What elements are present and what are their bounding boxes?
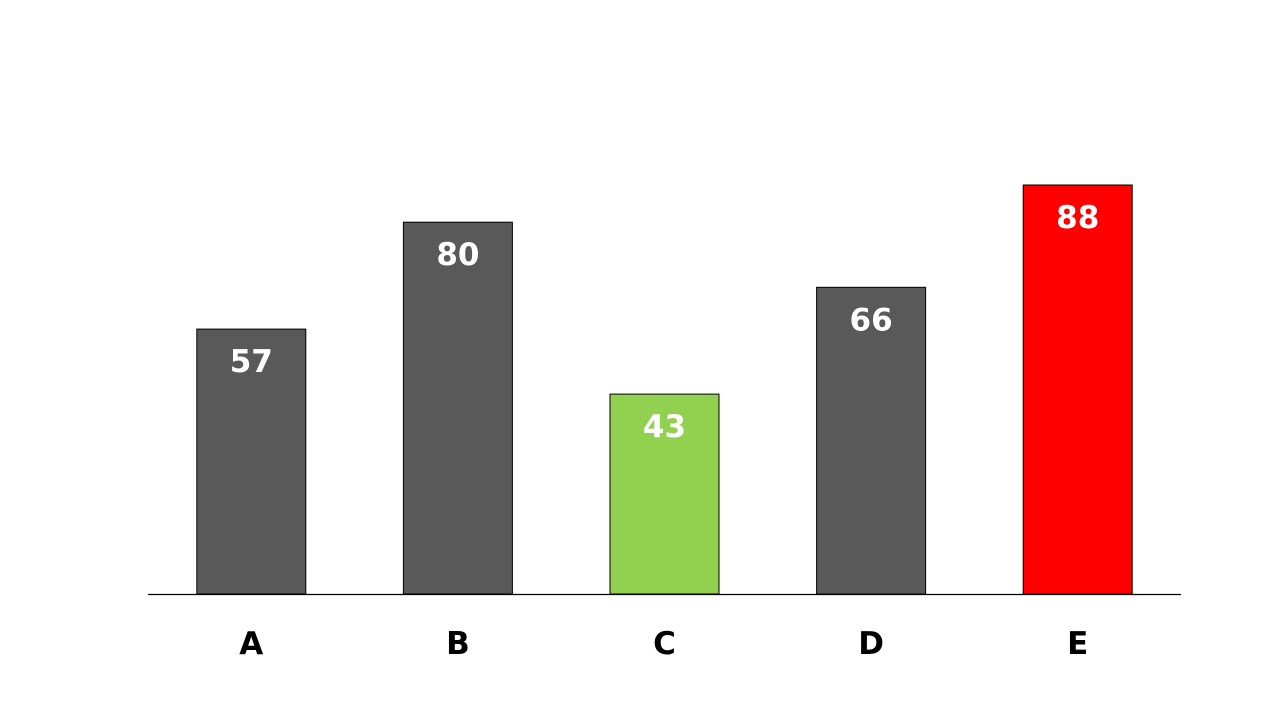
x-tick-label-d: D (858, 626, 884, 662)
x-tick-label-a: A (239, 626, 263, 662)
data-label-b: 80 (436, 237, 479, 273)
bar-d (816, 286, 927, 595)
x-tick-label-c: C (653, 626, 676, 662)
bar-c (609, 393, 720, 595)
x-tick-label-e: E (1067, 626, 1088, 662)
data-label-a: 57 (230, 344, 273, 380)
data-labels-group: 57 80 43 66 88 (230, 200, 1100, 445)
bars-group (196, 184, 1133, 595)
data-label-e: 88 (1056, 200, 1099, 236)
data-label-c: 43 (643, 409, 686, 445)
data-label-d: 66 (850, 302, 893, 338)
bar-e (1022, 184, 1133, 595)
bar-a (196, 328, 307, 595)
x-tick-labels-group: A B C D E (239, 626, 1088, 662)
bar-b (402, 221, 513, 595)
x-tick-label-b: B (446, 626, 470, 662)
